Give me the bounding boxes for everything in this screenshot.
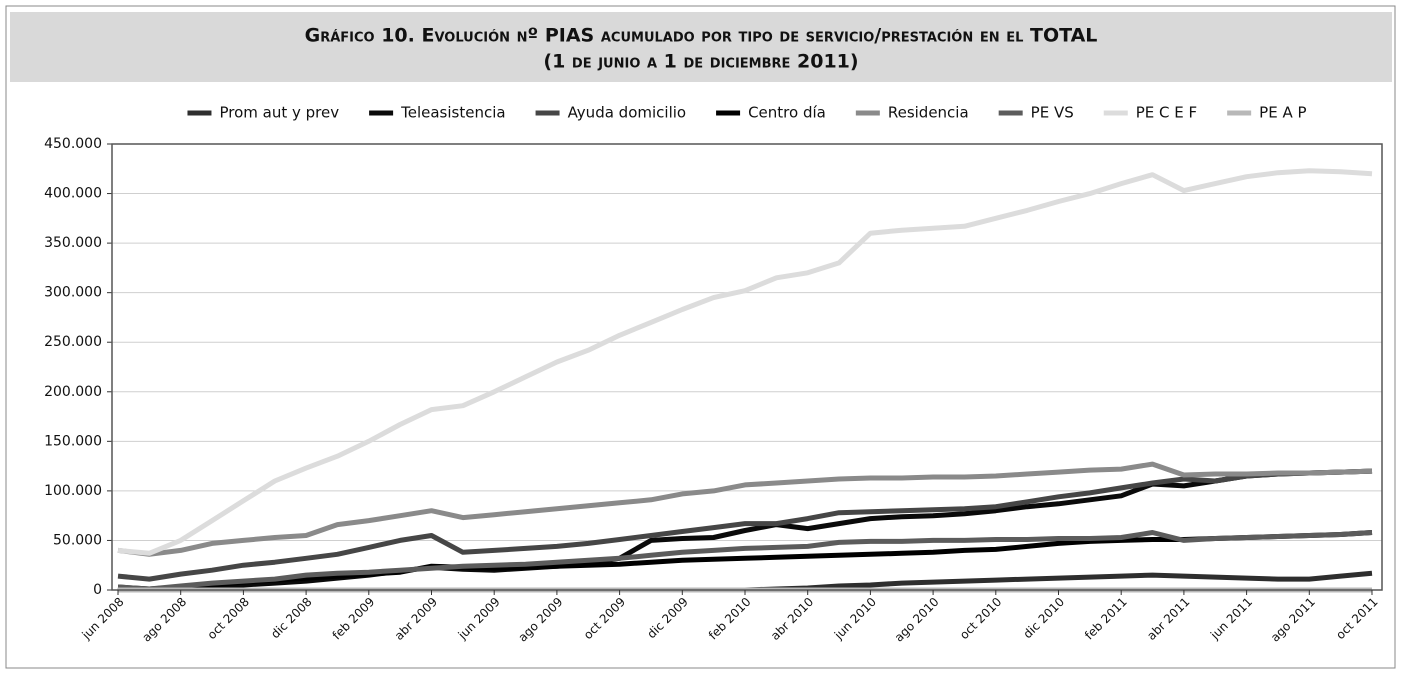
y-tick-label: 350.000 [44, 235, 102, 251]
y-tick-label: 400.000 [44, 186, 102, 202]
x-tick-label: feb 2011 [1082, 595, 1130, 643]
x-tick-label: abr 2009 [392, 595, 440, 643]
x-tick-label: abr 2011 [1144, 595, 1192, 643]
y-tick-label: 250.000 [44, 334, 102, 350]
legend-label: Centro día [748, 104, 826, 122]
x-tick-label: jun 2009 [455, 595, 503, 643]
x-tick-label: ago 2008 [139, 595, 189, 645]
legend-label: PE C E F [1136, 104, 1197, 122]
series-line [117, 530, 1373, 592]
y-tick-label: 300.000 [44, 285, 102, 301]
y-tick-label: 50.000 [53, 532, 102, 548]
x-tick-label: jun 2010 [831, 595, 879, 643]
x-tick-label: oct 2009 [581, 595, 628, 642]
series-line [117, 168, 1373, 556]
legend-label: Residencia [888, 104, 969, 122]
frame [5, 5, 1396, 669]
x-tick-label: dic 2010 [1020, 595, 1067, 642]
y-tick-label: 450.000 [44, 136, 102, 152]
lines [117, 168, 1373, 593]
series-line [117, 468, 1373, 592]
y-tick-label: 0 [93, 582, 102, 598]
x-tick-label: oct 2010 [957, 595, 1004, 642]
chart-subtitle: (1 de junio a 1 de diciembre 2011) [543, 51, 858, 73]
series-line [117, 530, 1373, 593]
y-tick-label: 200.000 [44, 384, 102, 400]
x-tick-label: feb 2009 [330, 595, 378, 643]
y-tick-label: 150.000 [44, 433, 102, 449]
legend-label: Prom aut y prev [219, 104, 339, 122]
legend-label: PE A P [1259, 104, 1306, 122]
x-tick-label: ago 2010 [892, 595, 942, 645]
legend-label: Ayuda domicilio [568, 104, 687, 122]
x-tick-label: ago 2011 [1268, 595, 1318, 645]
x-tick-label: dic 2008 [268, 595, 315, 642]
x-tick-label: jun 2011 [1207, 595, 1255, 643]
x-tick-label: feb 2010 [706, 595, 754, 643]
series-line [117, 468, 1373, 582]
legend-label: Teleasistencia [400, 104, 505, 122]
plot-border [111, 143, 1383, 591]
legend-label: PE VS [1031, 104, 1074, 122]
x-tick-label: ago 2009 [516, 595, 566, 645]
legend: Prom aut y prev Teleasistencia Ayuda domic… [187, 104, 1307, 122]
x-tick-label: jun 2008 [79, 595, 127, 643]
x-tick-label: abr 2010 [768, 595, 816, 643]
x-tick-label: dic 2009 [644, 595, 691, 642]
y-tick-label: 100.000 [44, 483, 102, 499]
title-box [10, 12, 1392, 82]
x-tick-label: oct 2008 [205, 595, 252, 642]
series-line [117, 461, 1373, 557]
chart-title: Gráfico 10. Evolución nº PIAS acumulado … [305, 25, 1098, 47]
x-tick-label: oct 2011 [1333, 595, 1380, 642]
axes: 0 50.000 100.000 150.000 200.000 250.000 300.0… [44, 136, 1383, 645]
